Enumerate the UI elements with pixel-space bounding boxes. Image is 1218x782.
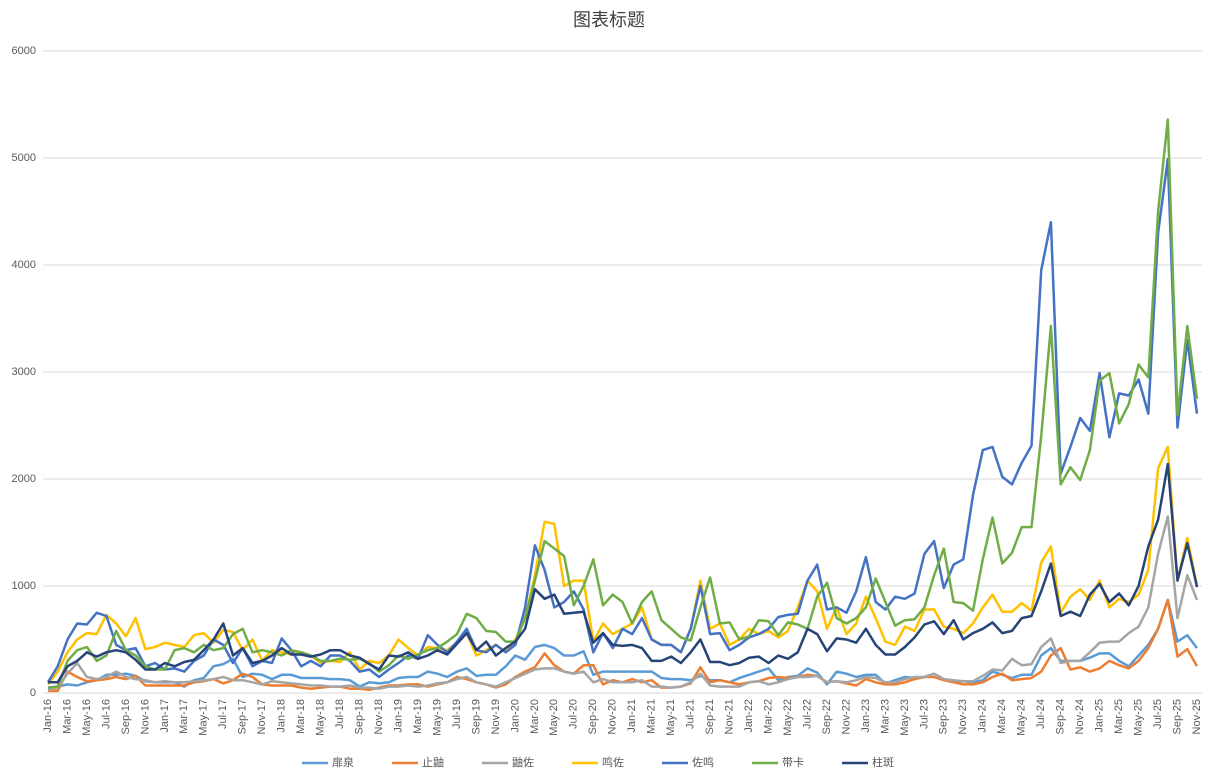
series-line xyxy=(47,118,1199,689)
x-tick-label: Jan-23 xyxy=(860,699,872,733)
x-tick-label: May-24 xyxy=(1016,699,1028,736)
x-tick-label: Mar-24 xyxy=(996,699,1008,734)
x-tick-label: Sep-16 xyxy=(120,699,132,734)
chart-title: 图表标题 xyxy=(573,10,645,30)
x-tick-label: Jan-22 xyxy=(743,699,755,733)
x-tick-label: Nov-24 xyxy=(1074,699,1086,734)
x-tick-label: Sep-18 xyxy=(353,699,365,734)
x-tick-label: Mar-20 xyxy=(529,699,541,734)
y-tick-label: 3000 xyxy=(12,366,36,378)
series-line xyxy=(46,157,1199,683)
x-tick-label: May-21 xyxy=(665,699,677,736)
x-tick-label: Sep-19 xyxy=(470,699,482,734)
x-tick-label: Sep-17 xyxy=(237,699,249,734)
x-tick-label: Jul-24 xyxy=(1035,699,1047,729)
x-tick-label: Jul-20 xyxy=(568,699,580,729)
x-tick-label: Sep-20 xyxy=(587,699,599,734)
x-tick-label: Mar-18 xyxy=(295,699,307,734)
x-tick-label: Nov-23 xyxy=(957,699,969,734)
x-tick-label: May-19 xyxy=(431,699,443,736)
x-tick-label: Jul-18 xyxy=(334,699,346,729)
x-tick-label: Jan-16 xyxy=(42,699,54,733)
x-tick-label: Sep-22 xyxy=(821,699,833,734)
legend-label: 柱斑 xyxy=(872,755,894,769)
x-tick-label: Nov-18 xyxy=(373,699,385,734)
x-tick-label: Sep-25 xyxy=(1171,699,1183,734)
x-tick-label: Jul-16 xyxy=(100,699,112,729)
legend-label: 带卡 xyxy=(782,756,804,769)
x-tick-label: Mar-17 xyxy=(178,699,190,734)
x-tick-label: Jul-23 xyxy=(918,699,930,729)
x-tick-label: Nov-22 xyxy=(840,699,852,734)
x-tick-label: May-18 xyxy=(315,699,327,736)
legend-label: 扉泉 xyxy=(332,755,354,769)
x-tick-label: Jul-21 xyxy=(685,699,697,729)
x-tick-label: Nov-20 xyxy=(607,699,619,734)
legend-label: 鸣佐 xyxy=(602,755,624,769)
x-tick-label: May-23 xyxy=(899,699,911,736)
x-tick-label: Nov-19 xyxy=(490,699,502,734)
y-tick-label: 6000 xyxy=(12,45,36,57)
x-tick-label: Sep-24 xyxy=(1055,699,1067,734)
x-tick-label: Mar-19 xyxy=(412,699,424,734)
x-tick-label: Jan-18 xyxy=(276,699,288,733)
x-tick-label: May-17 xyxy=(198,699,210,736)
x-tick-label: Mar-25 xyxy=(1113,699,1125,734)
x-tick-label: Nov-25 xyxy=(1191,699,1203,734)
x-tick-label: Jan-21 xyxy=(626,699,638,733)
y-tick-label: 0 xyxy=(30,687,36,699)
x-tick-label: Jul-25 xyxy=(1152,699,1164,729)
legend-label: 止鼬 xyxy=(422,755,444,769)
y-tick-label: 1000 xyxy=(12,580,36,592)
legend-label: 佐鸣 xyxy=(692,755,714,769)
x-tick-label: May-25 xyxy=(1132,699,1144,736)
y-tick-label: 4000 xyxy=(12,259,36,271)
x-tick-label: May-22 xyxy=(782,699,794,736)
y-tick-label: 2000 xyxy=(12,473,36,485)
x-tick-label: Mar-21 xyxy=(646,699,658,734)
x-tick-label: Jul-22 xyxy=(801,699,813,729)
x-tick-label: Jan-17 xyxy=(159,699,171,733)
y-tick-label: 5000 xyxy=(12,152,36,164)
x-tick-label: Jan-25 xyxy=(1094,699,1106,733)
series-line xyxy=(47,515,1199,692)
x-tick-label: Mar-23 xyxy=(879,699,891,734)
x-tick-label: Sep-23 xyxy=(938,699,950,734)
x-tick-label: Jan-19 xyxy=(392,699,404,733)
x-tick-label: Mar-16 xyxy=(61,699,73,734)
x-tick-label: Mar-22 xyxy=(762,699,774,734)
x-tick-label: Jan-24 xyxy=(977,699,989,733)
x-tick-label: Nov-21 xyxy=(724,699,736,734)
x-tick-label: Sep-21 xyxy=(704,699,716,734)
x-tick-label: Nov-17 xyxy=(256,699,268,734)
x-tick-label: May-16 xyxy=(81,699,93,736)
x-tick-label: Nov-16 xyxy=(139,699,151,734)
legend-label: 鼬佐 xyxy=(512,755,534,769)
series-line xyxy=(48,462,1199,684)
x-tick-label: Jan-20 xyxy=(509,699,521,733)
x-tick-label: May-20 xyxy=(548,699,560,736)
x-tick-label: Jul-19 xyxy=(451,699,463,729)
x-tick-label: Jul-17 xyxy=(217,699,229,729)
